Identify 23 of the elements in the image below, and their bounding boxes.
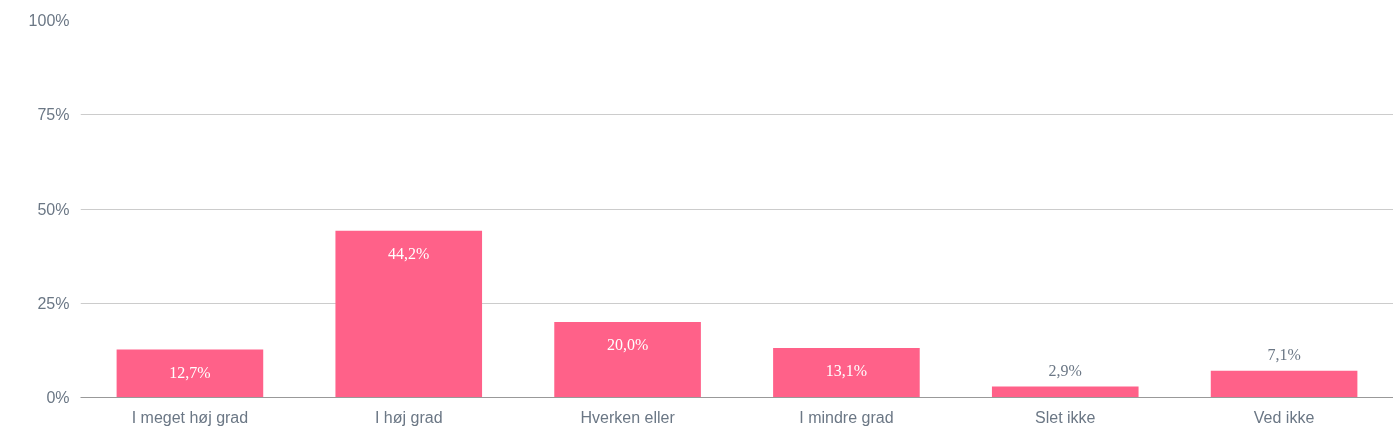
x-tick-label: Hverken eller xyxy=(580,408,676,426)
y-tick-label: 100% xyxy=(28,12,70,29)
y-tick-label: 25% xyxy=(37,294,70,312)
bar xyxy=(1210,370,1358,398)
x-tick-label: Ved ikke xyxy=(1253,408,1315,426)
bar xyxy=(116,349,264,398)
data-label: 20,0% xyxy=(606,336,649,354)
y-tick-label: 75% xyxy=(37,106,70,124)
x-tick-label: Slet ikke xyxy=(1035,408,1096,426)
y-tick-label: 0% xyxy=(46,389,70,406)
data-label: 2,9% xyxy=(1048,361,1082,379)
bar xyxy=(335,230,483,398)
bar xyxy=(991,386,1139,398)
data-label: 12,7% xyxy=(169,363,211,381)
x-tick-label: I mindre grad xyxy=(799,408,894,426)
data-label: 13,1% xyxy=(825,362,868,380)
bar xyxy=(773,348,920,398)
data-label: 7,1% xyxy=(1267,345,1301,363)
data-label: 44,2% xyxy=(388,244,430,262)
bar xyxy=(554,322,701,398)
x-tick-label: I meget høj grad xyxy=(131,408,249,426)
y-tick-label: 50% xyxy=(37,200,70,218)
x-tick-label: I høj grad xyxy=(374,408,443,426)
